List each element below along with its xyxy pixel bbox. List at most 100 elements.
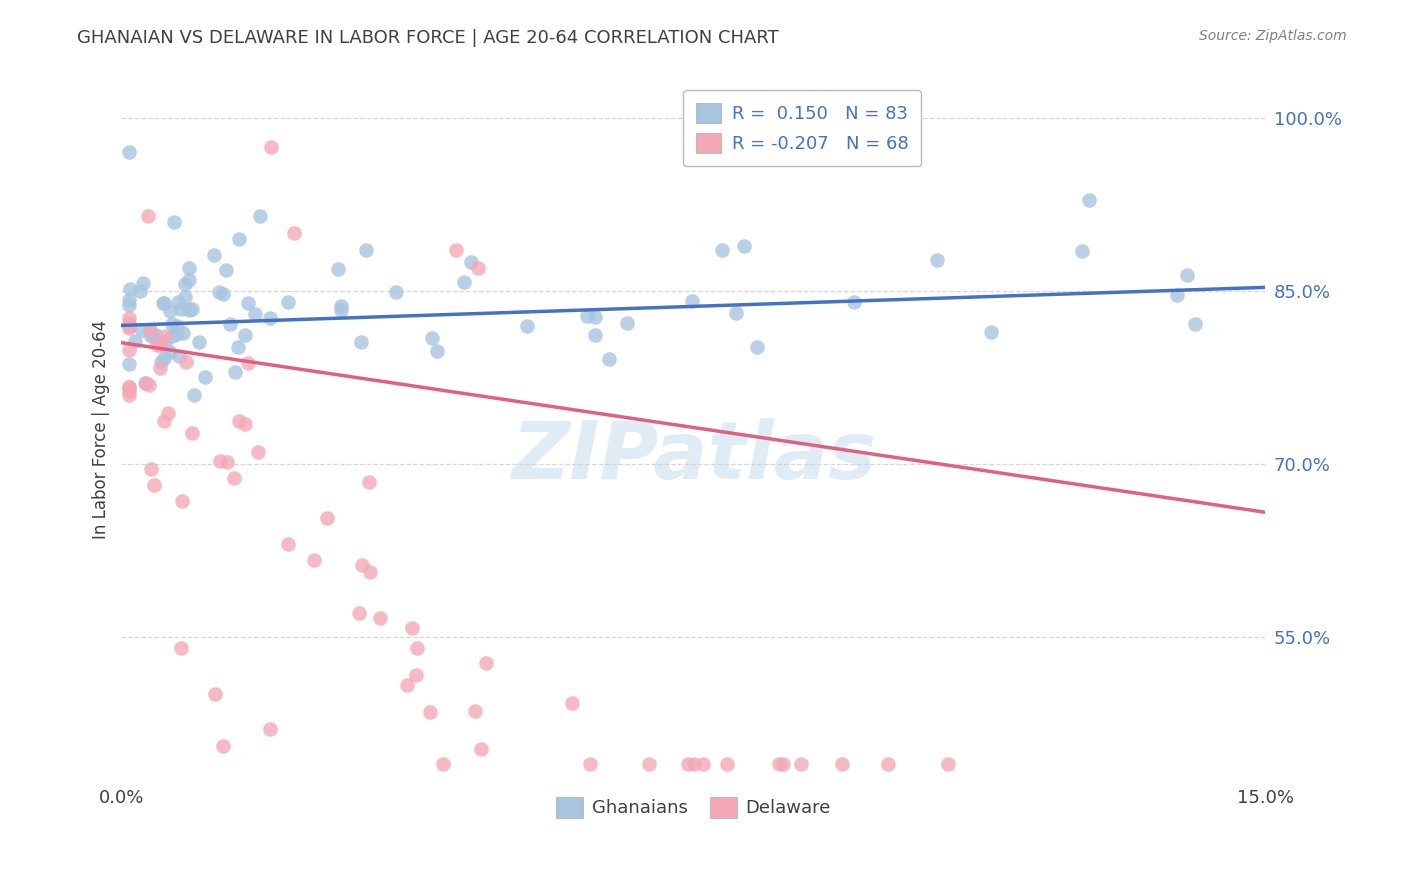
Point [745, 340, 768, 354]
Point [711, 243, 734, 257]
Point [844, 294, 866, 309]
Point [162, 317, 184, 331]
Point [315, 510, 337, 524]
Point [359, 475, 381, 490]
Point [219, 317, 242, 331]
Point [516, 318, 538, 333]
Point [616, 316, 638, 330]
Point [136, 209, 159, 223]
Point [138, 323, 160, 337]
Point [138, 377, 160, 392]
Point [432, 756, 454, 771]
Point [444, 244, 467, 258]
Point [156, 406, 179, 420]
Point [228, 414, 250, 428]
Point [181, 425, 204, 440]
Point [135, 376, 157, 391]
Legend: Ghanaians, Delaware: Ghanaians, Delaware [548, 789, 838, 825]
Point [149, 360, 172, 375]
Point [118, 380, 141, 394]
Point [304, 553, 326, 567]
Point [217, 455, 239, 469]
Point [179, 260, 201, 275]
Point [283, 226, 305, 240]
Point [124, 334, 146, 348]
Point [118, 357, 141, 371]
Point [118, 380, 141, 394]
Point [692, 756, 714, 771]
Point [1166, 288, 1188, 302]
Point [464, 704, 486, 718]
Point [426, 343, 449, 358]
Point [163, 214, 186, 228]
Point [208, 454, 231, 468]
Point [131, 323, 153, 337]
Point [174, 277, 197, 291]
Text: GHANAIAN VS DELAWARE IN LABOR FORCE | AGE 20-64 CORRELATION CHART: GHANAIAN VS DELAWARE IN LABOR FORCE | AG… [77, 29, 779, 46]
Point [174, 355, 197, 369]
Point [211, 286, 233, 301]
Point [238, 356, 260, 370]
Point [118, 317, 141, 331]
Point [453, 275, 475, 289]
Point [132, 276, 155, 290]
Point [877, 756, 900, 771]
Point [224, 471, 246, 485]
Point [733, 239, 755, 253]
Point [208, 285, 231, 299]
Point [356, 243, 378, 257]
Point [152, 414, 174, 428]
Point [405, 668, 427, 682]
Point [576, 310, 599, 324]
Point [347, 606, 370, 620]
Point [141, 329, 163, 343]
Point [249, 209, 271, 223]
Point [420, 330, 443, 344]
Point [172, 494, 194, 508]
Point [224, 365, 246, 379]
Point [128, 284, 150, 298]
Point [1077, 193, 1099, 207]
Point [233, 328, 256, 343]
Point [152, 295, 174, 310]
Point [139, 461, 162, 475]
Point [245, 307, 267, 321]
Point [179, 302, 201, 317]
Point [159, 345, 181, 359]
Point [359, 565, 381, 579]
Text: Source: ZipAtlas.com: Source: ZipAtlas.com [1199, 29, 1347, 43]
Point [246, 445, 269, 459]
Point [831, 756, 853, 771]
Point [790, 756, 813, 771]
Point [118, 145, 141, 160]
Point [118, 293, 141, 307]
Point [202, 248, 225, 262]
Point [183, 387, 205, 401]
Point [583, 310, 606, 324]
Point [467, 260, 489, 275]
Point [226, 341, 249, 355]
Point [166, 319, 188, 334]
Point [118, 310, 141, 325]
Y-axis label: In Labor Force | Age 20-64: In Labor Force | Age 20-64 [93, 319, 110, 539]
Point [194, 370, 217, 384]
Point [716, 756, 738, 771]
Point [470, 741, 492, 756]
Point [139, 328, 162, 343]
Point [149, 337, 172, 351]
Point [460, 255, 482, 269]
Point [401, 621, 423, 635]
Point [118, 388, 141, 402]
Point [385, 285, 408, 300]
Point [170, 301, 193, 316]
Point [772, 756, 794, 771]
Point [1071, 244, 1094, 258]
Point [120, 283, 142, 297]
Point [277, 537, 299, 551]
Point [204, 688, 226, 702]
Point [238, 296, 260, 310]
Point [145, 328, 167, 343]
Point [155, 328, 177, 343]
Point [233, 417, 256, 431]
Point [172, 326, 194, 340]
